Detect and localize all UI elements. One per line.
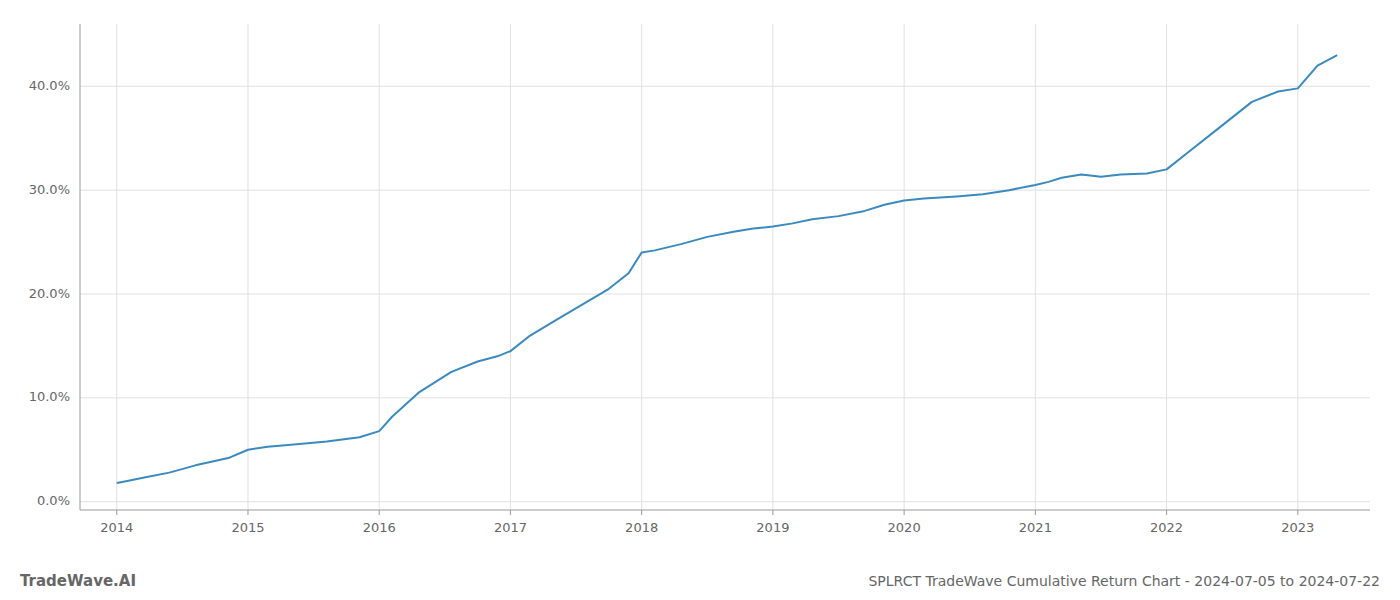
x-tick-label: 2022 [1150,520,1183,535]
x-tick-label: 2018 [625,520,658,535]
y-tick-label: 40.0% [29,78,70,93]
x-grid-line [510,24,511,510]
axes: 0.0% 10.0% 20.0% 30.0% 40.0% 2014 2015 2016 2017… [29,24,1370,535]
x-tick-mark [904,510,905,515]
plot-area [117,55,1337,483]
y-tick-label: 0.0% [37,493,70,508]
y-grid-line [80,294,1370,295]
x-tick-mark [510,510,511,515]
x-grid-line [247,24,248,510]
x-tick-mark [1297,510,1298,515]
x-tick-mark [247,510,248,515]
background [0,0,1400,600]
x-tick-label: 2016 [363,520,396,535]
x-tick-mark [116,510,117,515]
x-tick-label: 2019 [756,520,789,535]
y-axis-line [80,24,81,510]
x-grid-line [1035,24,1036,510]
title: SPLRCT TradeWave Cumulative Return Chart… [868,573,1380,589]
x-grid-line [1166,24,1167,510]
x-tick-label: 2014 [100,520,133,535]
x-tick-mark [641,510,642,515]
x-grid-line [641,24,642,510]
grid [80,24,1370,510]
x-grid-line [1297,24,1298,510]
x-grid-line [116,24,117,510]
x-tick-label: 2021 [1019,520,1052,535]
x-tick-mark [1166,510,1167,515]
chart: 0.0% 10.0% 20.0% 30.0% 40.0% 2014 2015 2016 2017… [0,0,1400,600]
x-tick-label: 2017 [494,520,527,535]
y-grid-line [80,501,1370,502]
x-tick-label: 2015 [231,520,264,535]
y-tick-label: 30.0% [29,182,70,197]
x-grid-line [904,24,905,510]
x-tick-mark [772,510,773,515]
x-tick-label: 2020 [888,520,921,535]
y-tick-label: 10.0% [29,389,70,404]
y-grid-line [80,397,1370,398]
watermark: TradeWave.AI [20,572,136,590]
x-grid-line [772,24,773,510]
x-tick-mark [1035,510,1036,515]
x-tick-mark [379,510,380,515]
y-grid-line [80,86,1370,87]
x-tick-label: 2023 [1281,520,1314,535]
x-axis-line [80,510,1370,511]
y-tick-label: 20.0% [29,286,70,301]
line [117,55,1337,483]
y-grid-line [80,190,1370,191]
x-grid-line [379,24,380,510]
